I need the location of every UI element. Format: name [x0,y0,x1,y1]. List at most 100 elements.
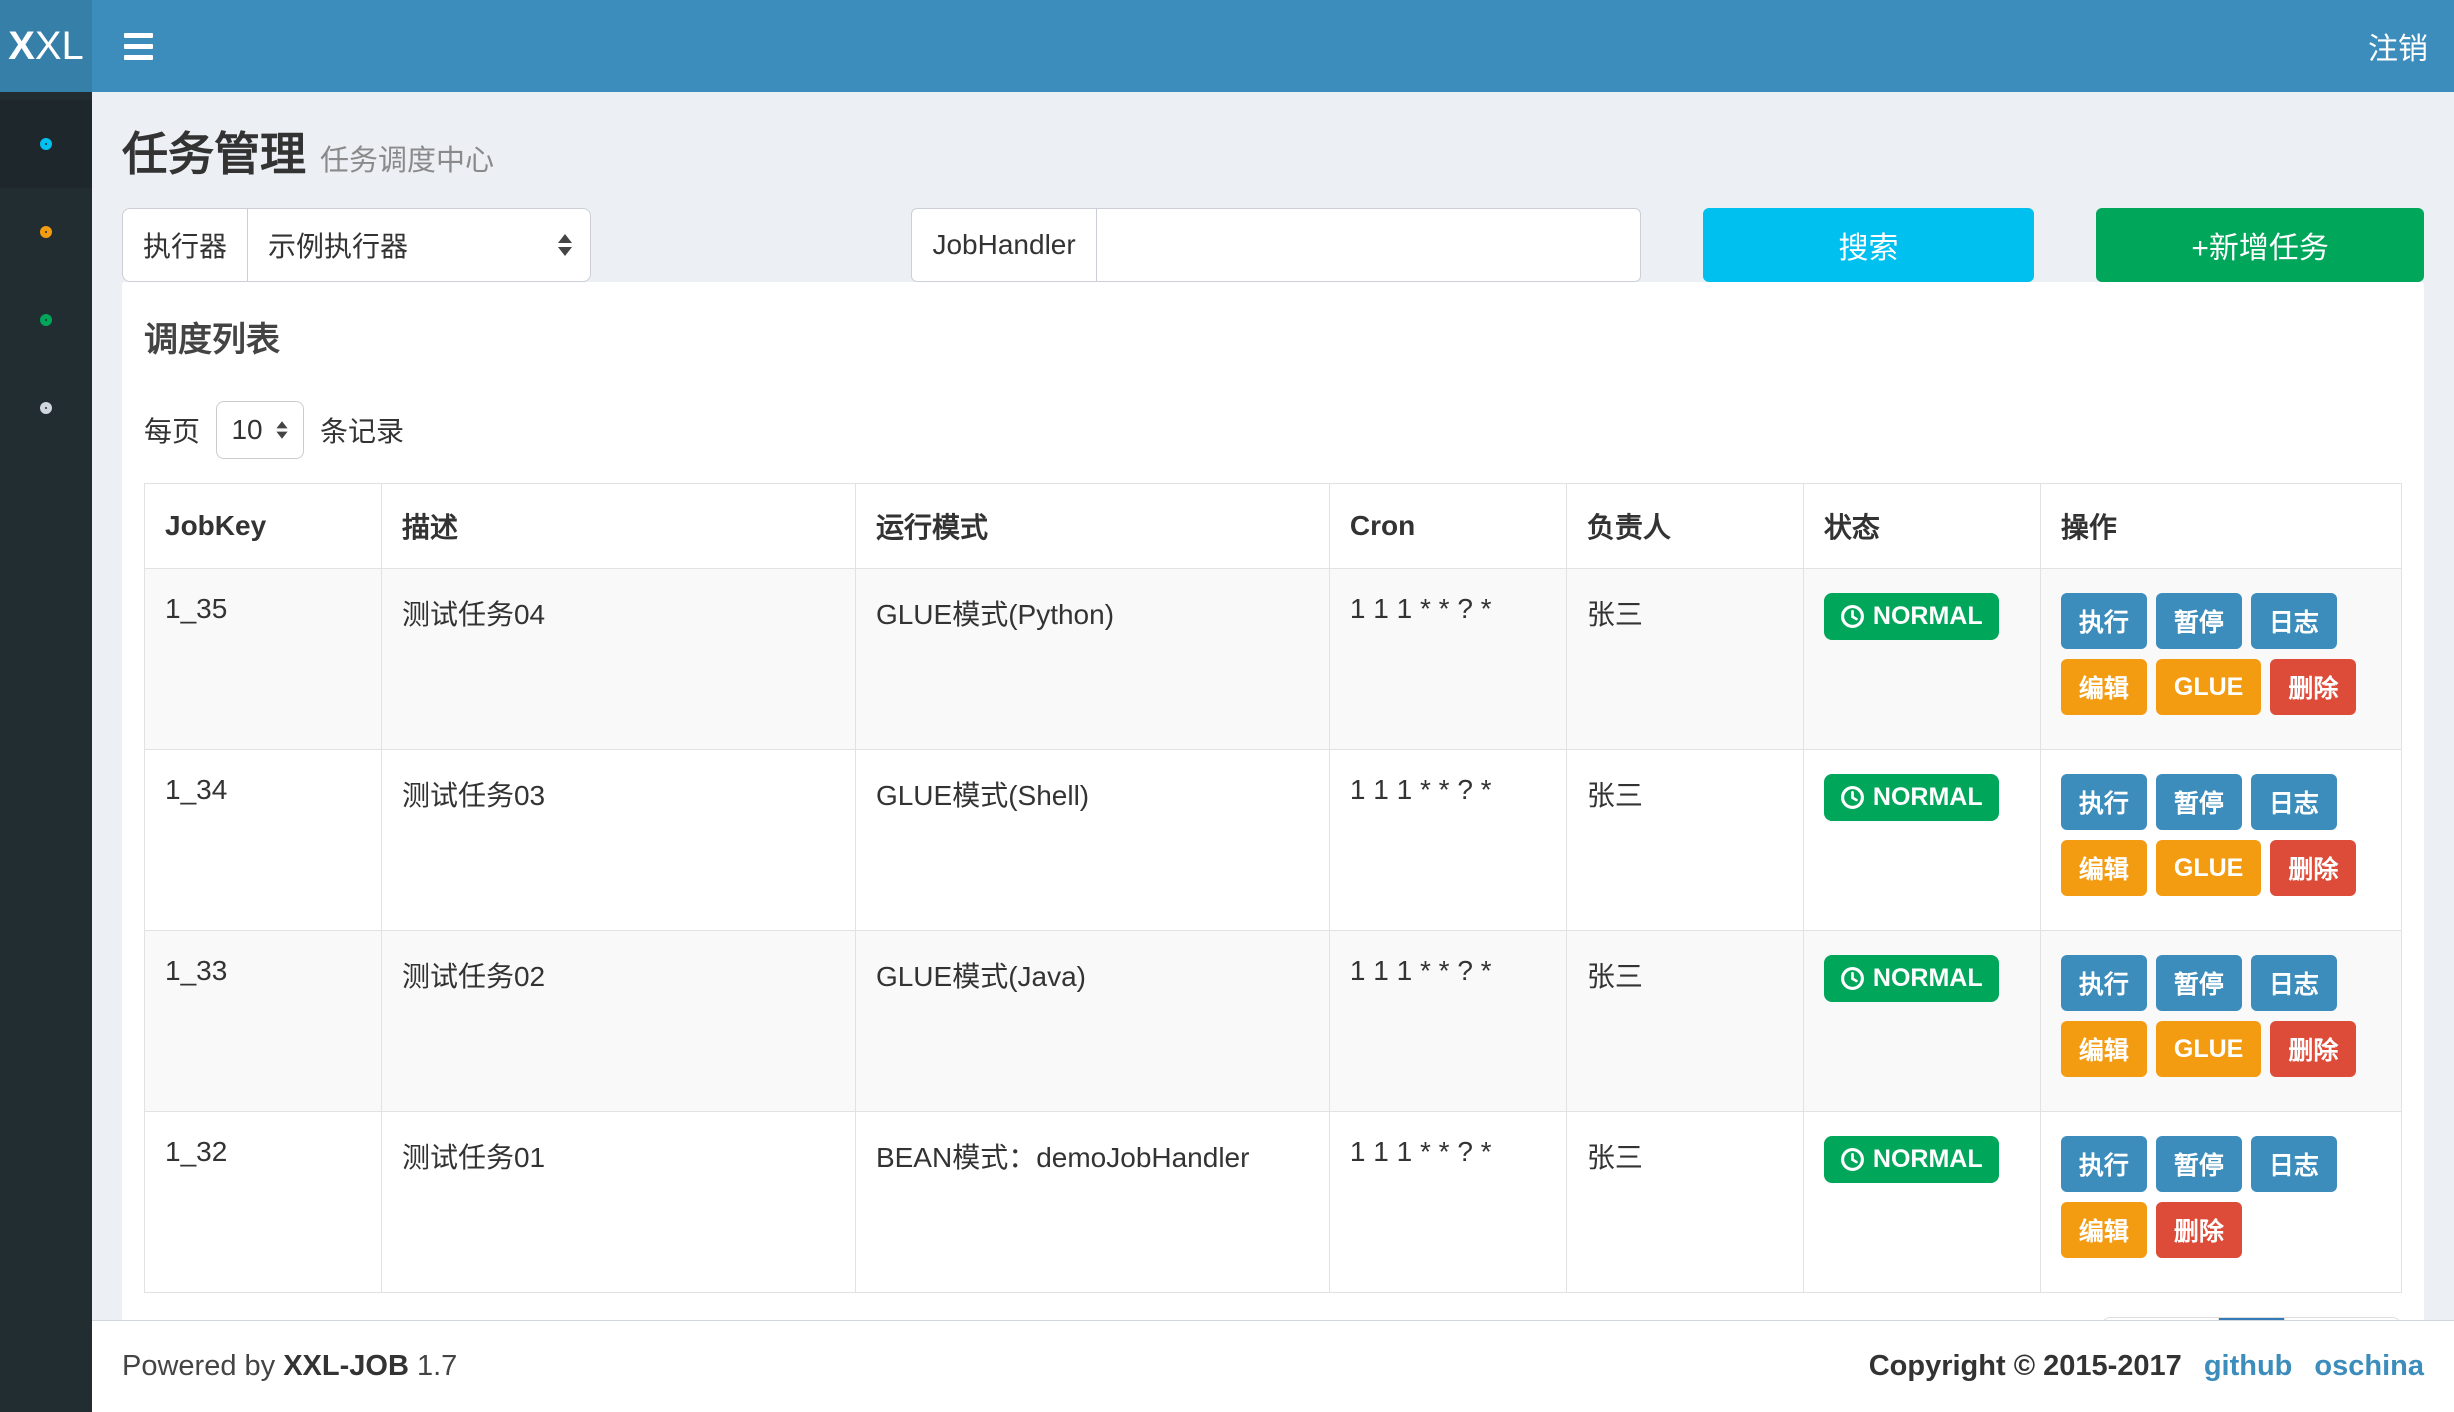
sidebar-toggle-button[interactable] [92,0,185,92]
job-table: JobKey 描述 运行模式 Cron 负责人 状态 操作 1_35 测试任务04 GLUE模式… [144,483,2403,1293]
content-header: 任务管理 任务调度中心 [92,92,2454,208]
status-badge: NORMAL [1823,593,1999,640]
cell-owner: 张三 [1565,749,1804,931]
powered-by-text: Powered by XXL-JOB 1.7 [122,1350,458,1382]
circle-o-icon [40,314,52,326]
action-edit-button[interactable]: 编辑 [2060,1021,2147,1077]
action-buttons: 执行 暂停 日志编辑 GLUE 删除 [2060,774,2381,906]
cell-description: 测试任务03 [380,749,856,931]
table-row: 1_32 测试任务01 BEAN模式：demoJobHandler 1 1 1 * *… [144,1111,2403,1293]
action-glue-button[interactable]: GLUE [2155,659,2262,715]
cell-run-mode: GLUE模式(Shell) [854,749,1330,931]
product-name: XXL-JOB [283,1350,409,1382]
action-execute-button[interactable]: 执行 [2060,955,2147,1011]
action-edit-button[interactable]: 编辑 [2060,1202,2147,1258]
github-link[interactable]: github [2203,1350,2293,1382]
circle-o-icon [40,402,52,414]
sidebar-item-3[interactable] [0,276,92,364]
action-log-button[interactable]: 日志 [2250,1136,2337,1192]
action-glue-button[interactable]: GLUE [2155,1021,2262,1077]
executor-select[interactable]: 示例执行器 [247,208,592,282]
circle-o-icon [40,138,52,150]
action-pause-button[interactable]: 暂停 [2155,955,2242,1011]
page-size-select[interactable]: 10 [216,401,305,459]
cell-cron: 1 1 1 * * ? * [1328,1111,1567,1293]
cell-jobkey: 1_33 [144,930,382,1112]
action-pause-button[interactable]: 暂停 [2155,774,2242,830]
action-execute-button[interactable]: 执行 [2060,1136,2147,1192]
cell-run-mode: BEAN模式：demoJobHandler [854,1111,1330,1293]
action-delete-button[interactable]: 删除 [2270,840,2357,896]
action-delete-button[interactable]: 删除 [2270,1021,2357,1077]
column-header: JobKey [144,483,382,569]
sidebar-item-4[interactable] [0,364,92,452]
jobhandler-label: JobHandler [911,208,1096,282]
page-size-suffix: 条记录 [320,416,405,447]
content-wrapper: 任务管理 任务调度中心 执行器 示例执行器 JobHandler 搜索 +新增任务… [92,92,2454,1412]
status-text: NORMAL [1872,964,1983,992]
action-delete-button[interactable]: 删除 [2270,659,2357,715]
top-navbar: X XL 注销 [0,0,2454,92]
executor-filter-group: 执行器 示例执行器 [122,208,592,282]
action-pause-button[interactable]: 暂停 [2155,1136,2242,1192]
copyright-text: Copyright © 2015-2017 [1868,1350,2182,1382]
action-execute-button[interactable]: 执行 [2060,774,2147,830]
oschina-link[interactable]: oschina [2314,1350,2424,1382]
cell-jobkey: 1_32 [144,1111,382,1293]
status-text: NORMAL [1872,783,1983,811]
action-buttons: 执行 暂停 日志编辑 删除 [2060,1136,2381,1268]
logo-text-bold: X [8,23,35,68]
cell-run-mode: GLUE模式(Java) [854,930,1330,1112]
search-button[interactable]: 搜索 [1702,208,2035,282]
status-badge: NORMAL [1823,774,1999,821]
jobhandler-input[interactable] [1095,208,1641,282]
action-buttons: 执行 暂停 日志编辑 GLUE 删除 [2060,593,2381,725]
app-logo[interactable]: X XL [0,0,92,92]
job-table-body: 1_35 测试任务04 GLUE模式(Python) 1 1 1 * * ? * 张三 N… [144,568,2403,1293]
action-log-button[interactable]: 日志 [2250,593,2337,649]
executor-selected-value: 示例执行器 [268,231,409,262]
filter-bar: 执行器 示例执行器 JobHandler 搜索 +新增任务 [122,208,2424,282]
sidebar-item-1[interactable] [0,100,92,188]
cell-cron: 1 1 1 * * ? * [1328,930,1567,1112]
jobhandler-filter-group: JobHandler [911,208,1641,282]
column-header: 操作 [2039,483,2403,569]
cell-jobkey: 1_34 [144,749,382,931]
table-row: 1_34 测试任务03 GLUE模式(Shell) 1 1 1 * * ? * 张三 NO… [144,749,2403,931]
cell-cron: 1 1 1 * * ? * [1328,749,1567,931]
cell-cron: 1 1 1 * * ? * [1328,568,1567,750]
cell-description: 测试任务04 [380,568,856,750]
action-log-button[interactable]: 日志 [2250,955,2337,1011]
action-delete-button[interactable]: 删除 [2155,1202,2242,1258]
column-header: 状态 [1802,483,2041,569]
column-header: Cron [1328,483,1567,569]
cell-status: NORMAL [1802,568,2041,750]
page-size-control: 每页 10 条记录 [144,401,2402,459]
hamburger-icon [124,32,153,38]
action-edit-button[interactable]: 编辑 [2060,659,2147,715]
sidebar-item-2[interactable] [0,188,92,276]
clock-icon [1840,1148,1864,1171]
clock-icon [1840,786,1864,809]
add-job-button[interactable]: +新增任务 [2096,208,2424,282]
select-arrows-icon [275,421,288,439]
cell-run-mode: GLUE模式(Python) [854,568,1330,750]
cell-actions: 执行 暂停 日志编辑 GLUE 删除 [2039,930,2403,1112]
main-footer: Powered by XXL-JOB 1.7 Copyright © 2015-… [92,1320,2454,1412]
page-size-prefix: 每页 [144,416,201,447]
clock-icon [1840,605,1864,628]
action-edit-button[interactable]: 编辑 [2060,840,2147,896]
status-text: NORMAL [1872,1145,1983,1173]
action-buttons: 执行 暂停 日志编辑 GLUE 删除 [2060,955,2381,1087]
circle-o-icon [40,226,52,238]
action-glue-button[interactable]: GLUE [2155,840,2262,896]
action-pause-button[interactable]: 暂停 [2155,593,2242,649]
action-execute-button[interactable]: 执行 [2060,593,2147,649]
cell-owner: 张三 [1565,930,1804,1112]
action-log-button[interactable]: 日志 [2250,774,2337,830]
page-size-value: 10 [231,414,263,445]
cell-owner: 张三 [1565,568,1804,750]
logout-link[interactable]: 注销 [2368,33,2428,66]
status-badge: NORMAL [1823,955,1999,1002]
clock-icon [1840,967,1864,990]
